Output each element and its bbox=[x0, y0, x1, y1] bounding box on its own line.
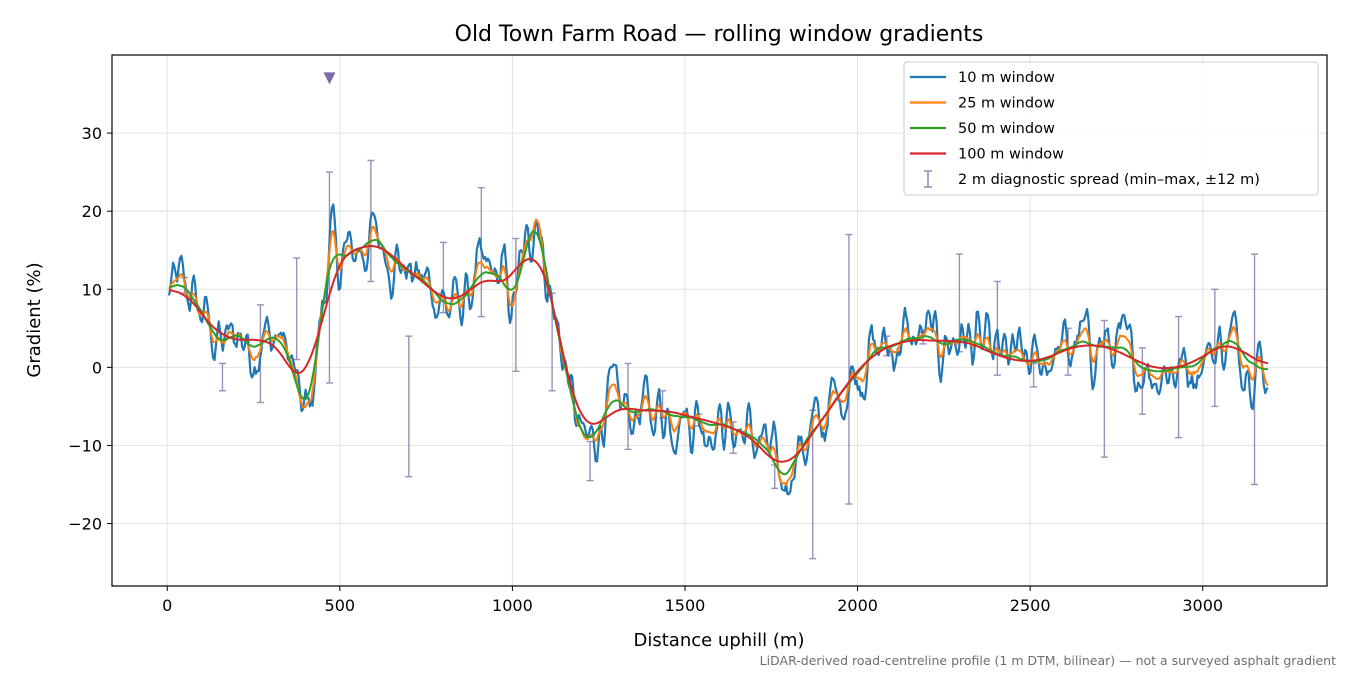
error-bar bbox=[405, 335, 413, 478]
y-tick-label: −10 bbox=[68, 436, 102, 455]
legend-item-50m: 50 m window bbox=[910, 121, 1055, 137]
x-tick-label: 1500 bbox=[665, 596, 706, 615]
error-bar bbox=[1175, 315, 1183, 439]
y-tick-label: 10 bbox=[82, 280, 102, 299]
legend-item-25m: 25 m window bbox=[910, 96, 1055, 112]
error-bar bbox=[586, 440, 594, 482]
series-lines bbox=[167, 203, 1269, 496]
x-tick-label: 500 bbox=[325, 596, 356, 615]
series-25m-window bbox=[168, 218, 1269, 486]
y-tick-label: 0 bbox=[92, 358, 102, 377]
footnote: LiDAR-derived road-centreline profile (1… bbox=[760, 653, 1336, 668]
error-bar bbox=[512, 237, 520, 372]
x-tick-label: 2000 bbox=[837, 596, 878, 615]
y-axis-label: Gradient (%) bbox=[24, 262, 45, 377]
legend-label: 100 m window bbox=[958, 147, 1064, 163]
legend-box bbox=[903, 61, 1319, 196]
error-bar bbox=[845, 233, 853, 505]
legend-label: 25 m window bbox=[958, 96, 1055, 112]
y-tick-label: 30 bbox=[82, 124, 102, 143]
error-bar bbox=[218, 362, 226, 392]
x-axis-label: Distance uphill (m) bbox=[634, 630, 805, 651]
y-tick-label: 20 bbox=[82, 202, 102, 221]
chart-title: Old Town Farm Road — rolling window grad… bbox=[455, 22, 984, 47]
error-bar bbox=[993, 280, 1001, 376]
y-tick-label: −20 bbox=[68, 515, 102, 534]
legend-label: 10 m window bbox=[958, 70, 1055, 86]
legend: 10 m window 25 m window 50 m window 100 m w… bbox=[903, 61, 1319, 196]
x-tick-label: 0 bbox=[162, 596, 172, 615]
x-tick-label: 1000 bbox=[492, 596, 533, 615]
plot-frame bbox=[111, 54, 1328, 587]
markers bbox=[323, 72, 336, 85]
grid bbox=[112, 55, 1327, 586]
legend-item-errorbar: 2 m diagnostic spread (min–max, ±12 m) bbox=[924, 170, 1260, 188]
x-tick-label: 2500 bbox=[1010, 596, 1051, 615]
clipped-value-marker bbox=[323, 72, 336, 85]
legend-item-100m: 100 m window bbox=[910, 147, 1064, 163]
error-bar bbox=[325, 171, 333, 384]
error-bar bbox=[293, 257, 301, 361]
legend-item-10m: 10 m window bbox=[910, 70, 1055, 86]
axis-ticks: 0 500 1000 1500 2000 2500 3000 −20 −10 0 10 20 30 bbox=[68, 124, 1223, 615]
series-100m-window bbox=[168, 245, 1269, 463]
legend-label: 2 m diagnostic spread (min–max, ±12 m) bbox=[958, 172, 1260, 188]
x-tick-label: 3000 bbox=[1182, 596, 1223, 615]
error-bar bbox=[1138, 347, 1146, 415]
legend-label: 50 m window bbox=[958, 121, 1055, 137]
